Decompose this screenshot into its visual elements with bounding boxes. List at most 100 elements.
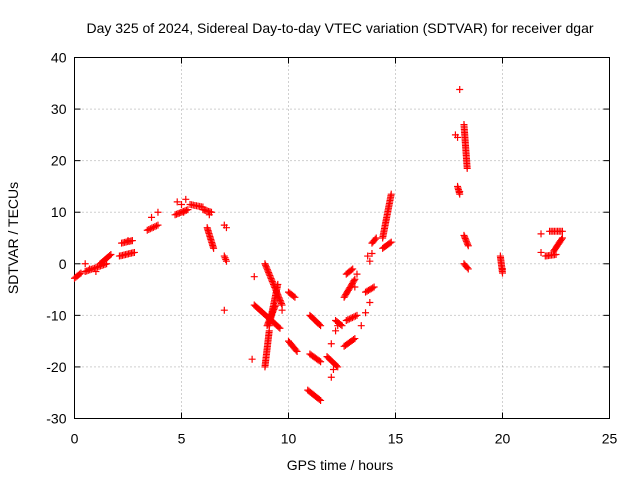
data-point [178, 200, 185, 208]
data-point [558, 227, 566, 235]
y-tick-label: 40 [51, 50, 67, 66]
data-point [262, 261, 270, 269]
data-point [351, 312, 359, 320]
data-point [362, 309, 370, 317]
data-point [266, 272, 274, 280]
data-point [272, 301, 280, 309]
data-point [368, 249, 376, 257]
data-point [248, 355, 256, 363]
data-point [293, 347, 301, 355]
data-point [92, 268, 100, 276]
data-point [317, 358, 325, 366]
data-point [277, 300, 285, 308]
data-point [221, 254, 229, 262]
data-point [220, 306, 228, 314]
data-point [277, 298, 285, 306]
data-point [154, 221, 162, 229]
data-point [387, 238, 395, 246]
y-axis-label: SDTVAR / TECUs [5, 182, 21, 294]
data-point [537, 248, 545, 256]
data-point [173, 198, 181, 206]
data-point [315, 357, 323, 365]
data-point [146, 225, 154, 233]
data-point [292, 346, 300, 354]
data-point [371, 235, 379, 243]
data-point [456, 85, 464, 93]
data-point [263, 264, 271, 272]
data-point [210, 244, 218, 252]
data-point [333, 362, 341, 370]
data-point [145, 226, 153, 234]
data-point [351, 283, 359, 291]
data-point [222, 255, 230, 263]
x-tick-label: 10 [281, 431, 297, 447]
data-point [264, 320, 272, 328]
data-point [317, 322, 325, 330]
data-point [350, 336, 358, 344]
data-point [552, 251, 560, 259]
data-point [128, 237, 136, 245]
data-point [222, 224, 230, 232]
data-point [85, 265, 93, 273]
data-point [265, 270, 273, 278]
data-point [327, 340, 335, 348]
data-point [270, 305, 278, 313]
data-point [222, 257, 230, 265]
data-point [220, 252, 228, 260]
data-point [271, 303, 279, 311]
x-axis-label: GPS time / hours [287, 457, 394, 473]
data-point [353, 311, 361, 319]
data-point [370, 283, 378, 291]
data-point [317, 396, 325, 404]
data-point [270, 304, 278, 312]
data-point [182, 195, 190, 203]
data-point [154, 208, 162, 216]
data-point [349, 265, 357, 273]
data-point [464, 240, 472, 248]
data-point [266, 273, 274, 281]
y-tick-label: -20 [46, 359, 66, 375]
data-point [463, 164, 471, 172]
data-point [348, 314, 356, 322]
data-point [107, 251, 115, 259]
data-point [143, 226, 151, 234]
data-point [130, 248, 138, 256]
x-tick-label: 20 [495, 431, 511, 447]
data-point [205, 211, 213, 219]
data-point [263, 266, 271, 274]
data-point [261, 260, 269, 268]
data-point [263, 322, 271, 330]
data-point [454, 133, 462, 141]
data-point [152, 222, 160, 230]
data-point [460, 231, 468, 239]
data-point [250, 273, 258, 281]
y-tick-label: -30 [46, 411, 66, 427]
data-point [81, 260, 89, 268]
data-points [71, 85, 566, 404]
data-point [456, 188, 464, 196]
data-point [332, 327, 340, 335]
data-point [537, 230, 545, 238]
data-point [344, 316, 352, 324]
data-point [180, 208, 188, 216]
data-point [366, 298, 374, 306]
data-point [261, 363, 269, 371]
data-point [464, 265, 472, 273]
y-tick-label: 20 [51, 153, 67, 169]
data-point [291, 293, 299, 301]
data-point [327, 373, 335, 381]
data-point [265, 269, 273, 277]
data-point [350, 277, 358, 285]
data-point [77, 269, 85, 277]
data-point [387, 190, 395, 198]
data-point [342, 317, 350, 325]
data-point [337, 321, 345, 329]
data-point [345, 315, 353, 323]
data-point [463, 264, 471, 272]
data-point [350, 313, 358, 321]
data-point [148, 224, 156, 232]
data-point [357, 322, 365, 330]
data-point [372, 234, 380, 242]
data-point [276, 324, 284, 332]
